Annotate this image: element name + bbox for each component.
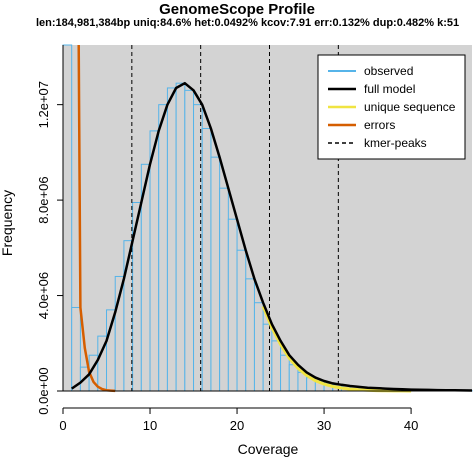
chart-title: GenomeScope Profile [159,1,315,18]
x-tick-label: 40 [404,418,418,433]
observed-bar [201,128,212,392]
observed-bar [149,130,160,392]
observed-bar [245,278,255,392]
errors-line [77,44,116,393]
observed-bar [166,87,177,392]
legend-label-errors: errors [364,118,395,132]
observed-bar [62,44,73,392]
x-tick-label: 10 [143,418,157,433]
observed-bar [280,354,290,392]
legend-label-unique-sequence: unique sequence [364,100,456,114]
observed-bar [106,309,116,392]
legend-label-full-model: full model [364,82,415,96]
observed-bar [71,306,81,392]
full-model-line [70,81,473,392]
x-tick-label: 20 [230,418,244,433]
chart-subtitle: len:184,981,384bp uniq:84.6% het:0.0492%… [36,17,460,29]
observed-bar [175,82,186,392]
observed-bar [227,218,238,392]
x-tick-label: 30 [317,418,331,433]
y-axis-label: Frequency [0,190,15,256]
x-axis-label: Coverage [238,441,299,457]
observed-bar [158,104,168,392]
legend-label-kmer-peaks: kmer-peaks [364,136,427,150]
legend-label-observed: observed [364,64,413,78]
observed-bar [271,340,282,392]
observed-bar [253,302,264,392]
observed-bar [210,156,221,392]
y-tick-label: 0.0e+00 [36,367,51,414]
observed-bar [184,89,195,392]
y-tick-label: 1.2e+07 [36,81,51,128]
observed-bar [262,323,273,392]
y-tick-label: 8.0e+06 [36,176,51,223]
observed-bar [236,249,247,392]
observed-bar [219,187,229,392]
y-tick-label: 4.0e+06 [36,272,51,319]
x-tick-label: 0 [59,418,66,433]
